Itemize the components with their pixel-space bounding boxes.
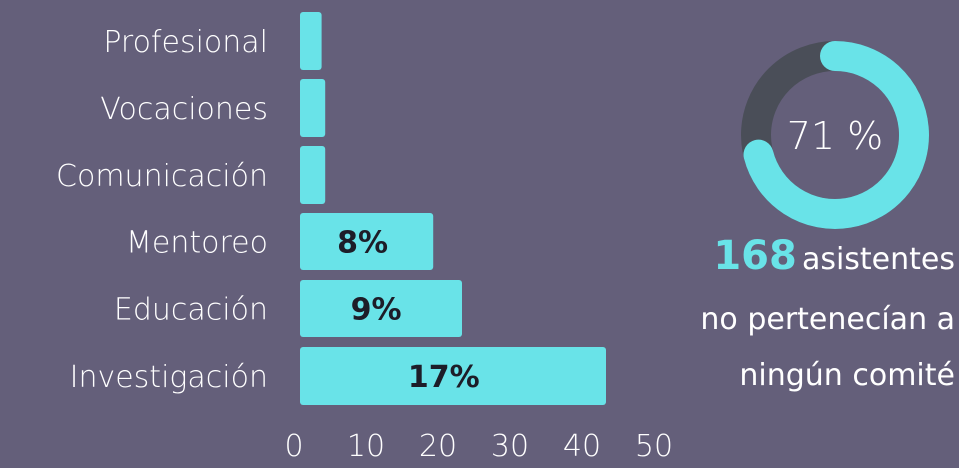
stat-text-2: no pertenecían a bbox=[700, 302, 955, 337]
attendee-stat: 168 asistentes no pertenecían a ningún c… bbox=[595, 228, 955, 404]
stat-text-1: asistentes bbox=[801, 242, 955, 277]
bar bbox=[300, 280, 462, 337]
bar bbox=[300, 12, 322, 70]
donut-arc bbox=[743, 41, 929, 229]
bar bbox=[300, 213, 434, 270]
category-label: Vocaciones bbox=[100, 92, 268, 127]
category-label: Educación bbox=[114, 293, 268, 328]
x-tick-label: 20 bbox=[419, 429, 457, 464]
stat-line-1: 168 asistentes bbox=[595, 228, 955, 292]
bar-data-label: 17% bbox=[408, 360, 480, 395]
x-tick-label: 40 bbox=[563, 429, 601, 464]
stat-number: 168 bbox=[713, 233, 797, 279]
bar-data-label: 8% bbox=[337, 226, 388, 261]
category-label: Mentoreo bbox=[126, 226, 268, 261]
category-label: Investigación bbox=[70, 360, 268, 395]
bar bbox=[300, 79, 326, 137]
bar-chart: Profesional Vocaciones Comunicación Mentore… bbox=[56, 12, 673, 464]
bar bbox=[300, 347, 606, 405]
category-label: Profesional bbox=[103, 25, 268, 60]
stat-text-3: ningún comité bbox=[739, 358, 955, 393]
donut-percent-label: 71 % bbox=[787, 114, 884, 158]
donut-chart: 71 % bbox=[741, 41, 929, 229]
x-tick-label: 10 bbox=[347, 429, 385, 464]
bar-data-label: 9% bbox=[351, 293, 402, 328]
x-tick-label: 0 bbox=[284, 429, 303, 464]
category-label: Comunicación bbox=[56, 159, 268, 194]
x-tick-label: 50 bbox=[635, 429, 673, 464]
bar bbox=[300, 146, 326, 204]
x-tick-label: 30 bbox=[491, 429, 529, 464]
